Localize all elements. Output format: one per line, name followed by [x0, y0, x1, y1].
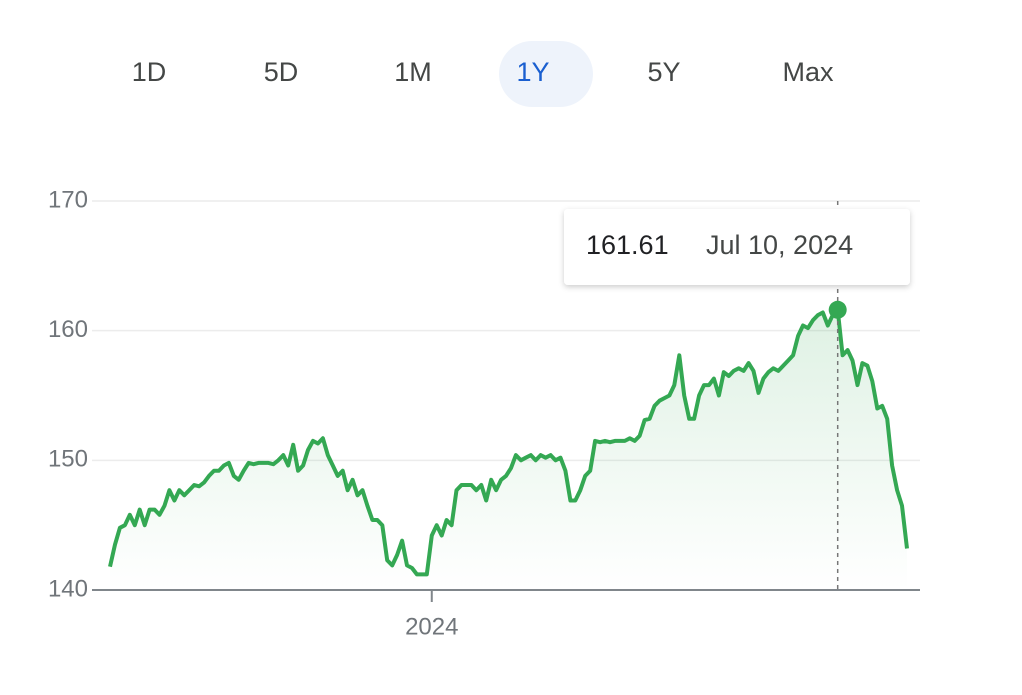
- range-button-bg: [499, 41, 593, 107]
- y-tick-label: 150: [48, 446, 88, 473]
- x-tick-label: 2024: [405, 613, 458, 640]
- range-label: 1D: [132, 57, 167, 87]
- price-line: [108, 307, 909, 577]
- range-label: 1Y: [516, 57, 549, 87]
- tooltip-value: 161.61: [586, 230, 669, 260]
- y-tick-label: 170: [48, 186, 88, 213]
- tooltip-box: [564, 209, 910, 285]
- y-tick-label: 140: [48, 575, 88, 602]
- range-button[interactable]: 1Y: [499, 41, 593, 107]
- range-label: 5D: [264, 57, 299, 87]
- range-label: 5Y: [647, 57, 680, 87]
- range-button[interactable]: 1M: [394, 57, 432, 87]
- tooltip: 161.61 Jul 10, 2024: [564, 209, 910, 285]
- range-button[interactable]: Max: [782, 57, 834, 87]
- y-tick-label: 160: [48, 316, 88, 343]
- range-label: Max: [782, 57, 834, 87]
- tooltip-date: Jul 10, 2024: [706, 230, 853, 260]
- range-button[interactable]: 1D: [132, 57, 167, 87]
- area-fill: [110, 309, 907, 590]
- range-button[interactable]: 5D: [264, 57, 299, 87]
- highlight-dot: [828, 300, 847, 319]
- range-button[interactable]: 5Y: [647, 57, 680, 87]
- range-label: 1M: [394, 57, 432, 87]
